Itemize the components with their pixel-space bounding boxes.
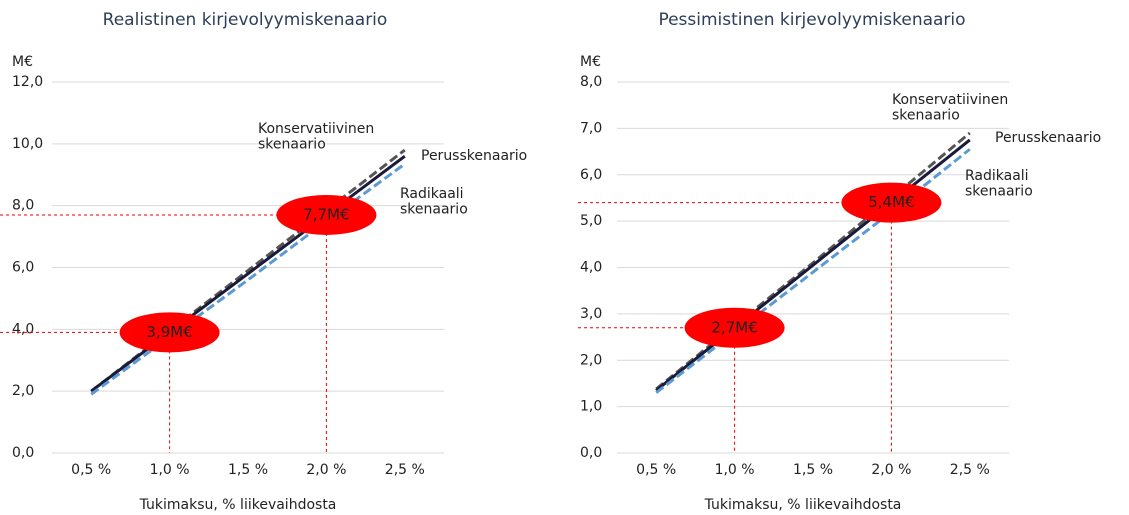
x-tick-label: 2,5 % [385,462,425,478]
x-tick-label: 1,0 % [150,462,190,478]
series-line [655,138,971,392]
y-tick-label: 2,0 [580,352,602,368]
y-tick-label: 7,0 [580,120,602,136]
y-tick-label: 10,0 [12,136,43,152]
y-tick-label: 2,0 [12,383,34,399]
y-tick-label: 4,0 [580,260,602,276]
series-label: Radikaali skenaario [965,168,1033,199]
y-tick-label: 0,0 [580,445,602,461]
y-tick-label: 5,0 [580,213,602,229]
y-tick-label: 1,0 [580,399,602,415]
series-label: Konservatiivinen skenaario [258,121,374,152]
x-axis-label: Tukimaksu, % liikevaihdosta [139,497,337,513]
annotation-label: 3,9M€ [146,323,192,341]
x-tick-label: 0,5 % [636,462,676,478]
x-tick-label: 1,5 % [228,462,268,478]
annotation-label: 2,7M€ [711,318,757,336]
y-tick-label: 3,0 [580,306,602,322]
x-axis-label: Tukimaksu, % liikevaihdosta [704,497,902,513]
y-tick-label: 8,0 [12,198,34,214]
annotation-bubble [684,307,785,348]
annotation-bubble [841,182,942,223]
x-tick-label: 1,0 % [715,462,755,478]
x-tick-label: 1,5 % [793,462,833,478]
y-tick-label: 8,0 [580,74,602,90]
series-label: Perusskenaario [421,148,527,164]
annotation-label: 7,7M€ [303,205,349,223]
y-tick-label: 12,0 [12,74,43,90]
series-label: Radikaali skenaario [400,186,468,217]
series-line [655,131,971,391]
y-tick-label: 6,0 [12,260,34,276]
series-line [655,148,971,394]
annotation-bubble [276,194,377,235]
y-tick-label: 0,0 [12,445,34,461]
x-tick-label: 0,5 % [71,462,111,478]
x-tick-label: 2,0 % [871,462,911,478]
chart-title: Pessimistinen kirjevolyymiskenaario [658,10,965,30]
x-tick-label: 2,0 % [306,462,346,478]
annotation-bubble [119,312,220,353]
series-label: Perusskenaario [995,130,1101,146]
series-line [90,154,406,393]
annotation-label: 5,4M€ [868,193,914,211]
series-label: Konservatiivinen skenaario [892,92,1008,123]
y-unit: M€ [580,54,601,70]
x-tick-label: 2,5 % [950,462,990,478]
y-tick-label: 6,0 [580,167,602,183]
y-unit: M€ [12,54,33,70]
series-line [90,162,406,396]
y-tick-label: 4,0 [12,321,34,337]
chart-title: Realistinen kirjevolyymiskenaario [103,10,388,30]
